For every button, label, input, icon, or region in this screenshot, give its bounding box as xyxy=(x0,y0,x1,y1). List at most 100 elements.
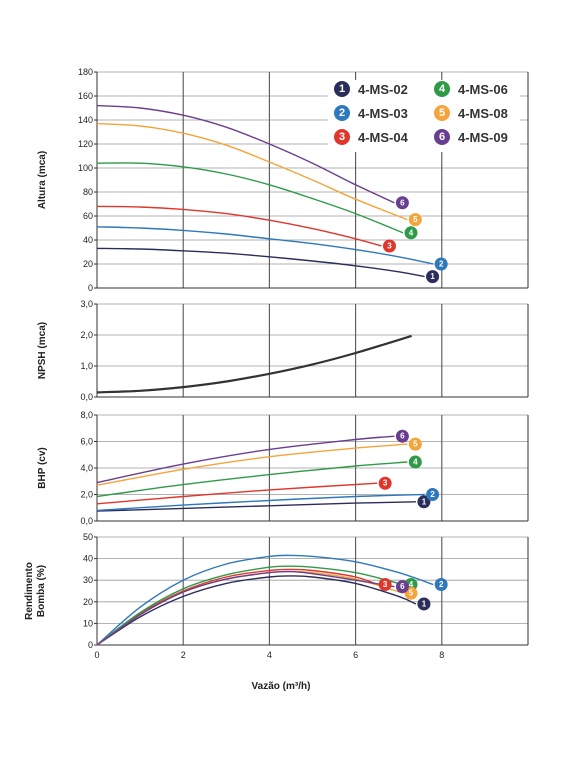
legend-badge-2-circle xyxy=(334,105,350,121)
y-tick-label: 0,0 xyxy=(80,392,93,402)
series-line-4 xyxy=(96,162,404,234)
legend-box xyxy=(328,80,520,152)
y-tick-label: 3,0 xyxy=(80,299,93,309)
series-badge-6-number: 6 xyxy=(400,198,405,207)
series-badge-6-circle xyxy=(395,580,409,594)
legend-label: 4-MS-04 xyxy=(358,130,409,145)
y-tick-label: 60 xyxy=(83,211,93,221)
legend-badge-5: 5 xyxy=(434,105,450,121)
legend-item-6: 6 4-MS-09 xyxy=(434,129,508,145)
series-badge-4-number: 4 xyxy=(409,580,414,589)
series-badge-1: 1 xyxy=(426,270,440,284)
y-axis-label-line: BHP (cv) xyxy=(37,447,48,489)
series-line-4 xyxy=(96,565,404,646)
y-tick-label: 0 xyxy=(88,283,93,293)
panel-npsh: 0,0 1,0 2,0 3,0 NPSH (mca) xyxy=(37,299,529,402)
series-line-3 xyxy=(96,205,382,247)
legend-item-3: 3 4-MS-04 xyxy=(334,129,409,145)
y-tick-label: 0 xyxy=(88,640,93,650)
series-line-6 xyxy=(96,435,395,484)
legend-badge-6-number: 6 xyxy=(439,131,445,143)
y-tick-label: 50 xyxy=(83,532,93,542)
series-badge-4-circle xyxy=(408,455,422,469)
legend-badge-1: 1 xyxy=(334,81,350,97)
x-axis-label: Vazão (m³/h) xyxy=(252,681,311,692)
y-tick-label: 1,0 xyxy=(80,361,93,371)
y-tick-label: 20 xyxy=(83,597,93,607)
y-axis-label: BHP (cv) xyxy=(37,447,48,489)
legend-badge-4: 4 xyxy=(434,81,450,97)
series-badge-1-number: 1 xyxy=(430,272,435,281)
y-tick-label: 160 xyxy=(78,91,93,101)
y-tick-label: 140 xyxy=(78,115,93,125)
series-badge-2: 2 xyxy=(434,257,448,271)
y-tick-label: 2,0 xyxy=(80,490,93,500)
legend-badge-6-circle xyxy=(434,129,450,145)
series-badge-3-number: 3 xyxy=(383,580,388,589)
y-tick-label: 8,0 xyxy=(80,410,93,420)
y-tick-label: 180 xyxy=(78,67,93,77)
y-tick-label: 10 xyxy=(83,618,93,628)
series-badge-1-number: 1 xyxy=(422,497,427,506)
series-badge-6-number: 6 xyxy=(400,432,405,441)
series-line-5 xyxy=(96,570,404,646)
legend-badge-5-number: 5 xyxy=(439,107,445,119)
series-badge-5-number: 5 xyxy=(413,440,418,449)
series-badge-3: 3 xyxy=(382,239,396,253)
series-badge-5-number: 5 xyxy=(413,215,418,224)
y-tick-label: 40 xyxy=(83,235,93,245)
series-badge-1-number: 1 xyxy=(422,599,427,608)
legend-label: 4-MS-03 xyxy=(358,106,408,121)
y-tick-label: 100 xyxy=(78,163,93,173)
series-badge-3-circle xyxy=(378,578,392,592)
y-axis-label: Altura (mca) xyxy=(37,151,48,209)
series-badge-2-number: 2 xyxy=(439,259,444,268)
y-axis-label: Rendimento Bomba (%) xyxy=(24,562,47,620)
series-badge-1-circle xyxy=(417,597,431,611)
y-axis-label: NPSH (mca) xyxy=(37,322,48,379)
y-tick-label: 6,0 xyxy=(80,437,93,447)
series-badge-3: 3 xyxy=(378,578,392,592)
series-badge-3: 3 xyxy=(378,476,392,490)
series-badge-2-circle xyxy=(434,257,448,271)
series-badge-6: 6 xyxy=(395,429,409,443)
legend-badge-4-circle xyxy=(434,81,450,97)
series-badge-1: 1 xyxy=(417,597,431,611)
y-tick-label: 2,0 xyxy=(80,330,93,340)
series-line-1 xyxy=(96,575,417,646)
series-badge-4-number: 4 xyxy=(413,458,418,467)
series-badge-6-circle xyxy=(395,429,409,443)
series-line-6 xyxy=(96,570,395,646)
series-line-2 xyxy=(96,226,434,265)
legend-badge-3-number: 3 xyxy=(339,131,345,143)
series-badge-2-circle xyxy=(434,578,448,592)
legend-badge-2-number: 2 xyxy=(339,107,345,119)
series-badge-2-number: 2 xyxy=(430,490,435,499)
legend-label: 4-MS-09 xyxy=(458,130,508,145)
y-tick-label: 40 xyxy=(83,554,93,564)
legend-item-4: 4 4-MS-06 xyxy=(434,81,508,97)
y-axis-label-line: Rendimento xyxy=(24,562,35,620)
series-badge-5: 5 xyxy=(408,213,422,227)
series-badge-4: 4 xyxy=(404,226,418,240)
series-badge-3-number: 3 xyxy=(383,479,388,488)
legend-badge-1-circle xyxy=(334,81,350,97)
y-tick-label: 0,0 xyxy=(80,516,93,526)
series-line-2 xyxy=(96,493,425,512)
y-axis-label-line: Altura (mca) xyxy=(37,151,48,209)
series-badge-2-circle xyxy=(426,488,440,501)
series-line-3 xyxy=(96,482,378,505)
y-tick-label: 4,0 xyxy=(80,463,93,473)
series-line-5 xyxy=(96,122,408,221)
x-tick-label: 4 xyxy=(267,650,272,660)
y-tick-label: 80 xyxy=(83,187,93,197)
series-line-1 xyxy=(96,501,416,512)
x-tick-label: 0 xyxy=(94,650,99,660)
series-badge-5-number: 5 xyxy=(409,589,414,598)
series-badge-6-number: 6 xyxy=(400,582,405,591)
x-tick-label: 8 xyxy=(439,650,444,660)
series-badge-1-circle xyxy=(417,495,431,509)
series-badge-3-circle xyxy=(382,239,396,253)
series-badge-1-circle xyxy=(426,270,440,284)
